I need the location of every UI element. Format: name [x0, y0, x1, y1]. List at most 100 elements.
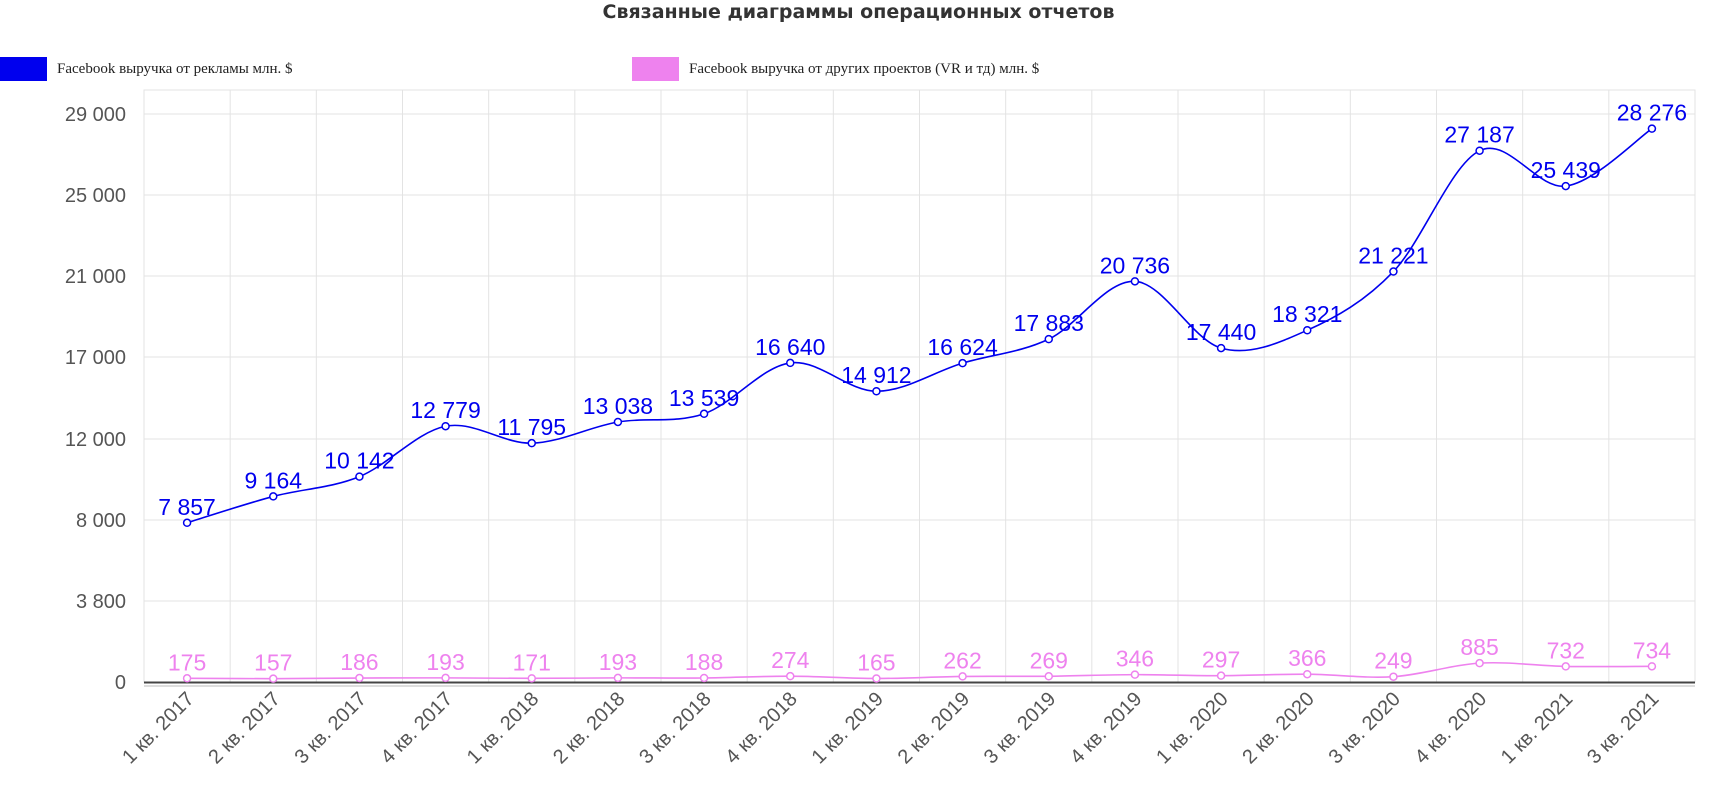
- data-point-other-revenue[interactable]: [269, 674, 278, 683]
- data-label-other-revenue: 157: [254, 650, 292, 676]
- data-label-other-revenue: 249: [1374, 648, 1412, 674]
- data-label-ad-revenue: 20 736: [1100, 252, 1170, 278]
- data-point-other-revenue[interactable]: [1303, 669, 1312, 679]
- data-label-other-revenue: 297: [1202, 647, 1240, 673]
- x-tick-label: 3 кв. 2019: [980, 688, 1060, 768]
- data-point-ad-revenue[interactable]: [1130, 277, 1140, 286]
- x-tick-label: 4 кв. 2017: [377, 688, 457, 768]
- data-point-ad-revenue[interactable]: [786, 358, 795, 368]
- x-tick-label: 2 кв. 2019: [894, 688, 974, 768]
- data-point-other-revenue[interactable]: [1044, 672, 1053, 681]
- data-point-other-revenue[interactable]: [1389, 672, 1398, 681]
- data-point-ad-revenue[interactable]: [1303, 325, 1312, 335]
- data-point-other-revenue[interactable]: [1216, 671, 1226, 680]
- data-point-ad-revenue[interactable]: [1561, 181, 1570, 191]
- y-tick-label: 12 000: [65, 429, 126, 451]
- data-label-ad-revenue: 17 440: [1186, 319, 1256, 345]
- data-label-other-revenue: 165: [857, 649, 895, 675]
- data-label-ad-revenue: 11 795: [497, 414, 566, 440]
- data-point-other-revenue[interactable]: [699, 673, 709, 683]
- data-point-ad-revenue[interactable]: [355, 472, 364, 481]
- data-label-ad-revenue: 17 883: [1014, 310, 1084, 336]
- legend-item-other-revenue[interactable]: Facebook выручка от других проектов (VR …: [632, 56, 1039, 82]
- data-point-other-revenue[interactable]: [182, 674, 192, 683]
- y-axis-ticks: 0 3 800 8 000 12 000 17 000 21 000 25 000 29 00…: [65, 104, 126, 694]
- x-tick-label: 1 кв. 2017: [118, 688, 198, 768]
- data-label-ad-revenue: 25 439: [1531, 157, 1601, 183]
- x-tick-label: 2 кв. 2017: [204, 688, 284, 768]
- data-label-other-revenue: 346: [1116, 646, 1154, 672]
- data-label-ad-revenue: 18 321: [1272, 301, 1342, 327]
- x-tick-label: 1 кв. 2021: [1497, 688, 1577, 768]
- series-line-other-revenue: [187, 661, 1652, 680]
- data-label-ad-revenue: 14 912: [841, 362, 911, 388]
- data-label-other-revenue: 732: [1547, 637, 1585, 663]
- data-labels: 7 857 9 164 10 142 12 779 11 795 13 038 13 539…: [158, 100, 1687, 676]
- data-label-other-revenue: 274: [771, 647, 810, 673]
- data-point-ad-revenue[interactable]: [1647, 124, 1657, 133]
- data-label-ad-revenue: 10 142: [324, 448, 394, 474]
- data-label-ad-revenue: 13 539: [669, 385, 739, 411]
- data-point-other-revenue[interactable]: [355, 673, 364, 683]
- data-point-ad-revenue[interactable]: [182, 518, 192, 528]
- data-point-ad-revenue[interactable]: [958, 358, 967, 368]
- data-label-other-revenue: 262: [943, 647, 981, 673]
- data-point-ad-revenue[interactable]: [1044, 334, 1053, 344]
- x-tick-label: 2 кв. 2020: [1238, 688, 1318, 768]
- data-point-ad-revenue[interactable]: [1475, 146, 1484, 155]
- data-point-other-revenue[interactable]: [1561, 662, 1570, 671]
- data-point-other-revenue[interactable]: [872, 674, 881, 683]
- data-label-ad-revenue: 16 640: [755, 334, 825, 360]
- data-label-other-revenue: 366: [1288, 645, 1326, 671]
- data-point-ad-revenue[interactable]: [441, 421, 450, 431]
- data-point-ad-revenue[interactable]: [699, 409, 709, 419]
- y-tick-label: 21 000: [65, 266, 126, 288]
- data-point-ad-revenue[interactable]: [613, 417, 623, 427]
- data-point-ad-revenue[interactable]: [527, 438, 536, 448]
- data-point-ad-revenue[interactable]: [269, 492, 278, 501]
- data-label-ad-revenue: 12 779: [410, 397, 480, 423]
- x-tick-label: 3 кв. 2018: [635, 688, 715, 768]
- data-point-other-revenue[interactable]: [1647, 662, 1657, 671]
- data-label-ad-revenue: 16 624: [927, 334, 998, 360]
- data-label-other-revenue: 734: [1633, 637, 1672, 663]
- y-tick-label: 17 000: [65, 347, 126, 369]
- data-point-other-revenue[interactable]: [1475, 658, 1484, 668]
- x-tick-label: 3 кв. 2021: [1583, 688, 1663, 768]
- y-tick-label: 3 800: [76, 591, 126, 613]
- data-label-ad-revenue: 28 276: [1617, 100, 1687, 126]
- data-point-other-revenue[interactable]: [958, 672, 967, 681]
- data-label-ad-revenue: 9 164: [244, 467, 302, 493]
- y-tick-label: 29 000: [65, 104, 126, 126]
- x-axis-ticks: 1 кв. 2017 2 кв. 2017 3 кв. 2017 4 кв. 2017…: [118, 688, 1663, 768]
- data-point-other-revenue[interactable]: [527, 674, 536, 683]
- data-point-ad-revenue[interactable]: [1216, 343, 1226, 353]
- legend-label-other-revenue: Facebook выручка от других проектов (VR …: [689, 60, 1040, 77]
- data-label-other-revenue: 269: [1030, 647, 1068, 673]
- data-label-ad-revenue: 13 038: [583, 393, 653, 419]
- data-label-ad-revenue: 21 221: [1358, 243, 1428, 269]
- x-tick-label: 4 кв. 2019: [1066, 688, 1146, 768]
- x-tick-label: 1 кв. 2020: [1152, 688, 1232, 768]
- y-tick-label: 25 000: [65, 185, 126, 207]
- x-tick-label: 3 кв. 2020: [1325, 688, 1405, 768]
- chart-title: Связанные диаграммы операционных отчетов: [602, 1, 1115, 23]
- data-label-other-revenue: 885: [1460, 634, 1498, 660]
- legend-swatch-ad-revenue: [0, 57, 47, 81]
- x-tick-label: 1 кв. 2018: [463, 688, 543, 768]
- data-point-other-revenue[interactable]: [441, 673, 450, 683]
- legend-swatch-other-revenue: [632, 57, 679, 81]
- data-point-other-revenue[interactable]: [1130, 670, 1140, 679]
- series-layer: [182, 124, 1657, 683]
- data-point-ad-revenue[interactable]: [872, 386, 881, 396]
- legend-item-ad-revenue[interactable]: Facebook выручка от рекламы млн. $: [0, 56, 293, 82]
- data-label-other-revenue: 186: [340, 649, 378, 675]
- data-label-other-revenue: 188: [685, 649, 723, 675]
- y-tick-label: 8 000: [76, 510, 126, 532]
- data-label-other-revenue: 171: [513, 649, 551, 675]
- data-point-ad-revenue[interactable]: [1389, 267, 1398, 276]
- data-point-other-revenue[interactable]: [613, 673, 623, 683]
- data-point-other-revenue[interactable]: [786, 671, 795, 681]
- data-label-ad-revenue: 7 857: [158, 494, 216, 520]
- x-tick-label: 1 кв. 2019: [808, 688, 888, 768]
